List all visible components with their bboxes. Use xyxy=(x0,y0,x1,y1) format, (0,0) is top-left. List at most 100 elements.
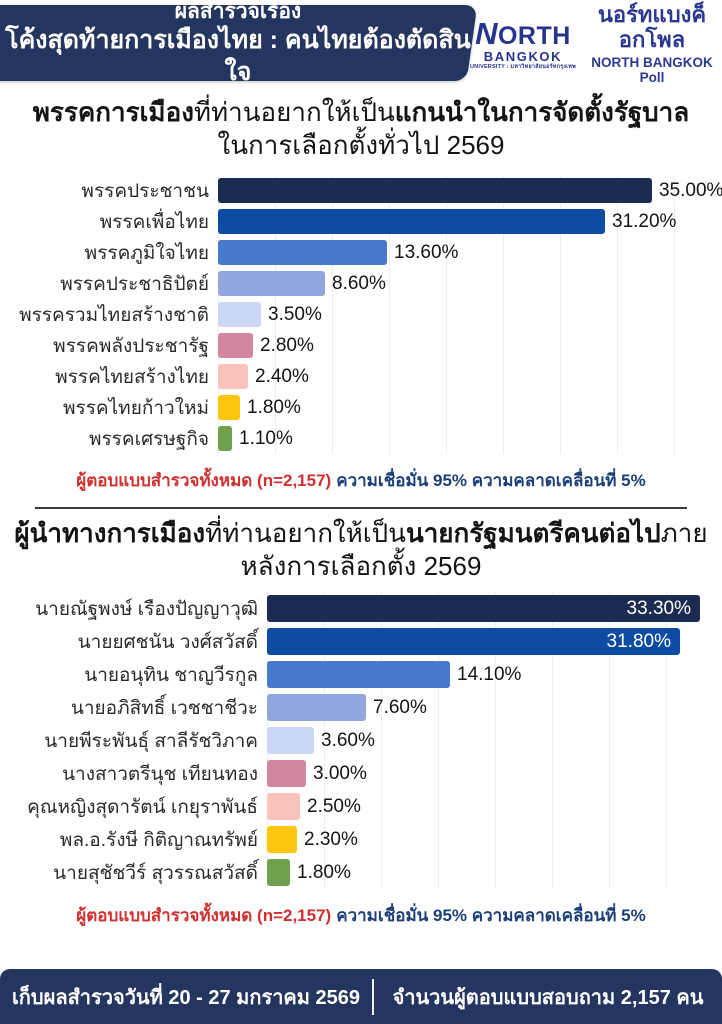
bar-track: 7.60% xyxy=(267,691,722,724)
logo-area: NORTH BANGKOK UNIVERSITY : มหาวิทยาลัยนอ… xyxy=(470,2,718,85)
bar-label: พรรคไทยก้าวใหม่ xyxy=(62,397,209,419)
note-red: ผู้ตอบแบบสำรวจทั้งหมด (n=2,157) xyxy=(76,471,332,490)
chart-note: ผู้ตอบแบบสำรวจทั้งหมด (n=2,157) ความเชื่อ… xyxy=(0,902,722,929)
title-segment: ที่ท่านอยากให้เป็น xyxy=(205,518,406,548)
bar-label: พรรคประชาชน xyxy=(81,180,209,202)
bar-label: นายอภิสิทธิ์ เวชชาชีวะ xyxy=(70,697,258,719)
bar-track: 31.20% xyxy=(218,206,722,237)
logo-north-text: NORTH xyxy=(470,18,576,49)
chart-parties: พรรคการเมืองที่ท่านอยากให้เป็นแกนนำในการ… xyxy=(0,96,722,494)
bar: 33.30% xyxy=(267,595,700,622)
bar-label: พรรคไทยสร้างไทย xyxy=(55,366,209,388)
bar-track: 2.50% xyxy=(267,790,722,823)
bar xyxy=(267,694,366,721)
bar-row: พรรคไทยสร้างไทย 2.40% xyxy=(0,361,722,392)
bar-track: 1.80% xyxy=(267,856,722,889)
bar-row: คุณหญิงสุดารัตน์ เกยุราพันธ์ 2.50% xyxy=(0,790,722,823)
bar-row: พรรคไทยก้าวใหม่ 1.80% xyxy=(0,392,722,423)
bar-value: 1.10% xyxy=(239,427,293,449)
header: ผลสำรวจเรื่อง โค้งสุดท้ายการเมืองไทย : ค… xyxy=(0,0,722,88)
bar-label: นายอนุทิน ชาญวีรกูล xyxy=(84,664,258,686)
chart-title: ผู้นำทางการเมืองที่ท่านอยากให้เป็นนายกรั… xyxy=(0,517,722,582)
bar xyxy=(267,793,300,820)
chart-title: พรรคการเมืองที่ท่านอยากให้เป็นแกนนำในการ… xyxy=(0,96,722,161)
bar-value: 33.30% xyxy=(626,597,691,619)
bar-value: 7.60% xyxy=(373,696,427,718)
title-segment: ภาย xyxy=(660,518,708,548)
bar-label: นายณัฐพงษ์ เรืองปัญญาวุฒิ xyxy=(35,598,258,620)
bar xyxy=(218,333,253,358)
north-bangkok-logo: NORTH BANGKOK UNIVERSITY : มหาวิทยาลัยนอ… xyxy=(470,18,576,71)
bar-value: 31.20% xyxy=(612,210,677,232)
bar-row: นายยศชนัน วงศ์สวัสดิ์ 31.80% xyxy=(0,625,722,658)
bar-label: พรรคพลังประชารัฐ xyxy=(53,335,209,357)
bar-row: นายพีระพันธุ์ สาลีรัชวิภาค 3.60% xyxy=(0,724,722,757)
footer-survey-dates: เก็บผลสำรวจวันที่ 20 - 27 มกราคม 2569 xyxy=(11,986,361,1009)
bar-track: 2.40% xyxy=(218,361,722,392)
bar-value: 3.50% xyxy=(268,303,322,325)
bar-label: พรรคภูมิใจไทย xyxy=(84,242,209,264)
bar xyxy=(218,395,240,420)
section-divider xyxy=(35,507,687,509)
bar-label: นายสุชัชวีร์ สุวรรณสวัสดิ์ xyxy=(53,862,258,884)
bar xyxy=(267,661,450,688)
bar-row: พรรคเศรษฐกิจ 1.10% xyxy=(0,423,722,454)
note-navy: ความเชื่อมั่น 95% ความคลาดเคลื่อนที่ 5% xyxy=(336,471,646,490)
bar xyxy=(218,271,325,296)
bar-track: 3.00% xyxy=(267,757,722,790)
bar-label: นายยศชนัน วงศ์สวัสดิ์ xyxy=(77,631,258,653)
chart-rows: พรรคประชาชน 35.00% พรรคเพื่อไทย 31.20% พรรคภ… xyxy=(0,175,722,454)
bar-track: 2.80% xyxy=(218,330,722,361)
bar: 31.80% xyxy=(267,628,680,655)
bar-value: 2.80% xyxy=(260,334,314,356)
bar xyxy=(267,826,297,853)
bar xyxy=(267,859,290,886)
bar-value: 2.30% xyxy=(304,828,358,850)
bar-value: 8.60% xyxy=(332,272,386,294)
note-navy: ความเชื่อมั่น 95% ความคลาดเคลื่อนที่ 5% xyxy=(336,906,646,925)
title-segment: ที่ท่านอยากให้เป็น xyxy=(193,97,395,127)
bar xyxy=(267,760,306,787)
bar-value: 1.80% xyxy=(247,396,301,418)
chart-title-line2: ในการเลือกตั้งทั่วไป 2569 xyxy=(217,129,505,160)
bar-value: 3.60% xyxy=(321,729,375,751)
bar-track: 13.60% xyxy=(218,237,722,268)
bar-track: 3.60% xyxy=(267,724,722,757)
bar-row: นางสาวตรีนุช เทียนทอง 3.00% xyxy=(0,757,722,790)
bar-track: 8.60% xyxy=(218,268,722,299)
bar xyxy=(267,727,314,754)
bar-label: พรรคประชาธิปัตย์ xyxy=(60,273,209,295)
bar-label: นายพีระพันธุ์ สาลีรัชวิภาค xyxy=(44,730,258,752)
bar-row: พรรครวมไทยสร้างชาติ 3.50% xyxy=(0,299,722,330)
bar-track: 35.00% xyxy=(218,175,722,206)
bar-track: 2.30% xyxy=(267,823,722,856)
bar-value: 13.60% xyxy=(394,241,459,263)
bar-value: 3.00% xyxy=(313,762,367,784)
bar-track: 33.30% xyxy=(267,592,722,625)
bar xyxy=(218,178,652,203)
chart-title-line1: พรรคการเมืองที่ท่านอยากให้เป็นแกนนำในการ… xyxy=(0,96,722,129)
logo-tagline: UNIVERSITY : มหาวิทยาลัยนอร์ทกรุงเทพ xyxy=(470,63,576,70)
bar-track: 14.10% xyxy=(267,658,722,691)
bar xyxy=(218,209,605,234)
bar-row: นายอนุทิน ชาญวีรกูล 14.10% xyxy=(0,658,722,691)
bar-label: พรรคเศรษฐกิจ xyxy=(88,428,209,450)
bar-row: พรรคประชาชน 35.00% xyxy=(0,175,722,206)
bar-value: 2.40% xyxy=(255,365,309,387)
poll-names: นอร์ทแบงค็อกโพล NORTH BANGKOK Poll xyxy=(586,2,718,86)
bar-label: นางสาวตรีนุช เทียนทอง xyxy=(62,763,258,785)
bar-row: พรรคพลังประชารัฐ 2.80% xyxy=(0,330,722,361)
bar-label: พล.อ.รังษี กิติญาณทรัพย์ xyxy=(59,829,258,851)
chart-note: ผู้ตอบแบบสำรวจทั้งหมด (n=2,157) ความเชื่อ… xyxy=(0,467,722,494)
logo-n-initial: N xyxy=(475,15,498,51)
bar-row: นายณัฐพงษ์ เรืองปัญญาวุฒิ 33.30% xyxy=(0,592,722,625)
title-segment: นายกรัฐมนตรีคนต่อไป xyxy=(405,518,661,548)
bar-value: 35.00% xyxy=(659,179,722,201)
header-banner: ผลสำรวจเรื่อง โค้งสุดท้ายการเมืองไทย : ค… xyxy=(0,0,478,85)
logo-north-rest: ORTH xyxy=(497,21,571,50)
footer-respondent-count: จำนวนผู้ตอบแบบสอบถาม 2,157 คน xyxy=(392,986,704,1009)
bar-label: คุณหญิงสุดารัตน์ เกยุราพันธ์ xyxy=(27,796,258,818)
chart-title-line1: ผู้นำทางการเมืองที่ท่านอยากให้เป็นนายกรั… xyxy=(0,517,722,550)
footer-bar: เก็บผลสำรวจวันที่ 20 - 27 มกราคม 2569 จำ… xyxy=(0,969,722,1024)
footer-divider xyxy=(372,978,374,1015)
